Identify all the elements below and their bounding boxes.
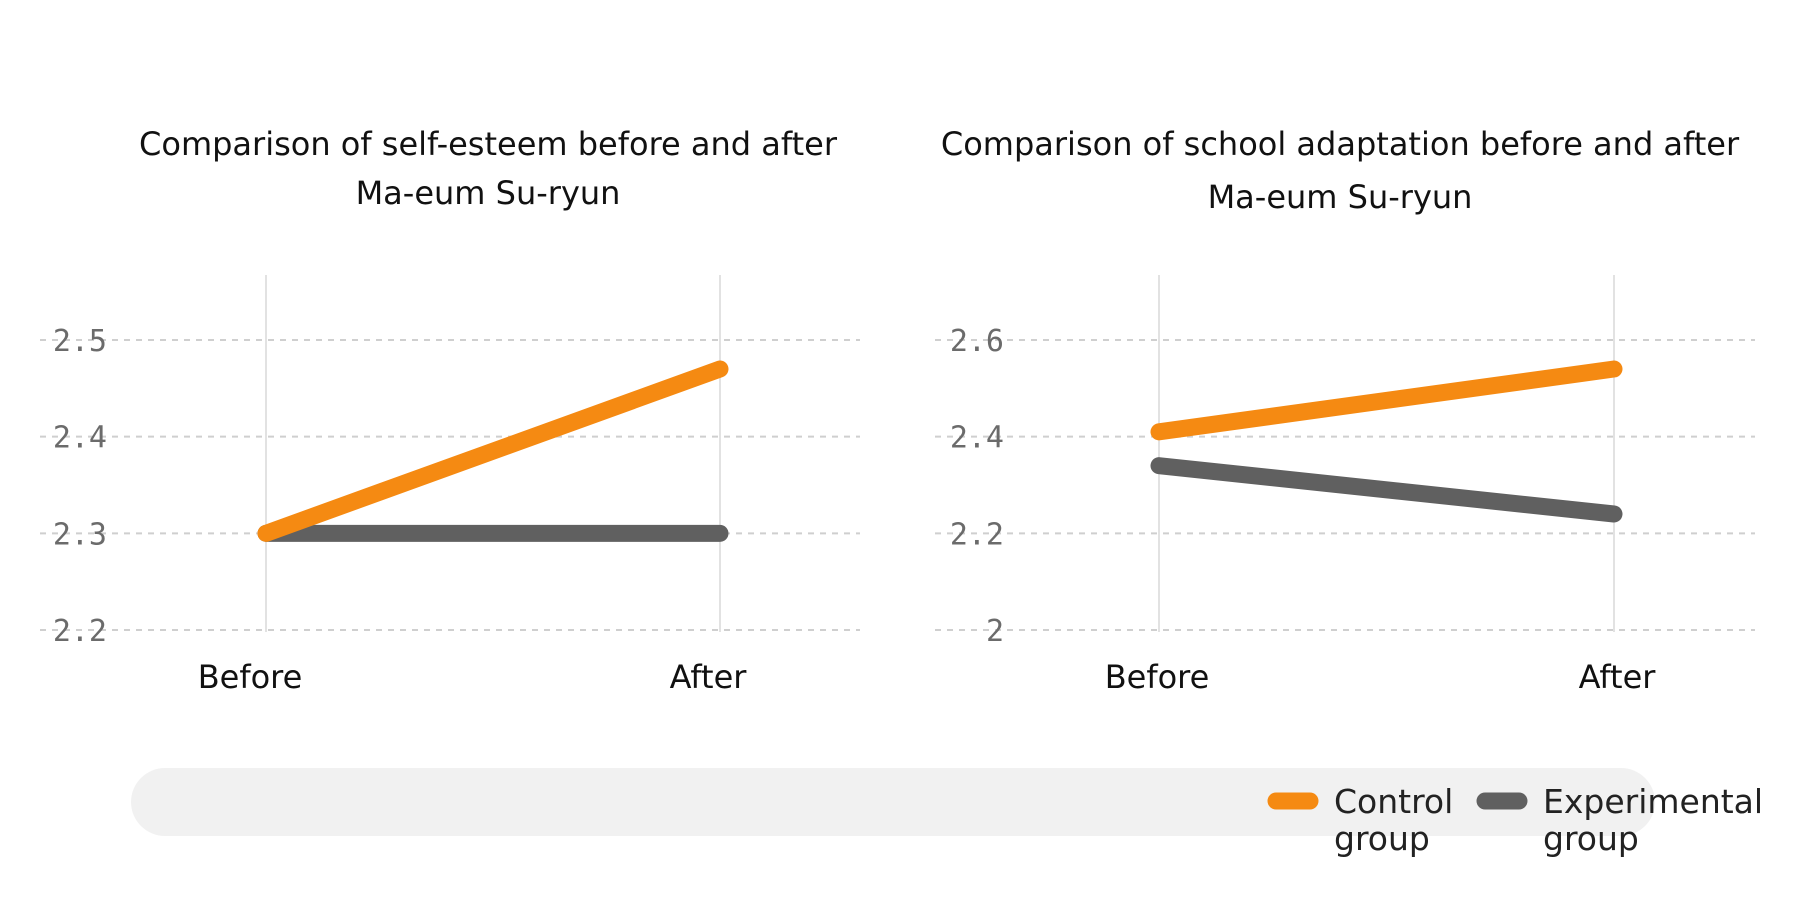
legend-label-experimental-line-1: Experimental: [1543, 782, 1763, 821]
y-tick-label: 2.2: [950, 517, 1004, 552]
legend: Control group Experimental group: [131, 768, 1763, 858]
x-axis-categories: Before After: [198, 658, 748, 696]
x-category-label: After: [1579, 658, 1657, 696]
legend-label-experimental-line-2: group: [1543, 819, 1639, 858]
x-category-label: After: [670, 658, 748, 696]
gridlines: [40, 339, 860, 631]
series-line-experimental: [1150, 457, 1623, 523]
y-tick-label: 2.5: [53, 324, 107, 359]
y-tick-label: 2: [986, 614, 1004, 649]
category-guides: [1158, 275, 1615, 632]
x-category-label: Before: [1105, 658, 1210, 696]
y-tick-label: 2.3: [53, 517, 107, 552]
y-axis-ticks: 2.6 2.4 2.2 2: [950, 324, 1004, 649]
chart-title-line-1: Comparison of self-esteem before and aft…: [139, 125, 838, 163]
series-line-control: [257, 360, 729, 542]
legend-label-control-line-1: Control: [1334, 782, 1453, 821]
series-lines: [1150, 360, 1623, 523]
gridlines: [935, 339, 1755, 631]
category-guides: [265, 275, 721, 632]
x-axis-categories: Before After: [1105, 658, 1657, 696]
legend-item-experimental: Experimental group: [1476, 782, 1763, 858]
school-adaptation-chart: Comparison of school adaptation before a…: [935, 125, 1755, 696]
x-category-label: Before: [198, 658, 303, 696]
legend-label-control-line-2: group: [1334, 819, 1430, 858]
y-tick-label: 2.2: [53, 614, 107, 649]
chart-title-line-2: Ma-eum Su-ryun: [356, 174, 621, 212]
chart-title-line-1: Comparison of school adaptation before a…: [941, 125, 1740, 163]
legend-item-control: Control group: [1267, 782, 1453, 858]
chart-title-line-2: Ma-eum Su-ryun: [1208, 178, 1473, 216]
legend-background: [131, 768, 1655, 836]
series-line-control: [1150, 360, 1623, 441]
y-tick-label: 2.6: [950, 324, 1004, 359]
self-esteem-chart: Comparison of self-esteem before and aft…: [40, 125, 860, 696]
series-lines: [257, 360, 729, 542]
y-axis-ticks: 2.5 2.4 2.3 2.2: [53, 324, 107, 649]
y-tick-label: 2.4: [53, 421, 107, 456]
y-tick-label: 2.4: [950, 421, 1004, 456]
